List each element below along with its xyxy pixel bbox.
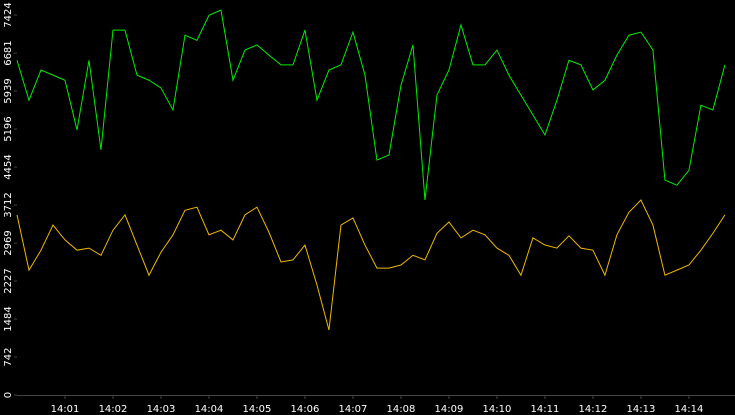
y-tick-label: 742 [3, 347, 14, 366]
y-tick-label: 5196 [3, 116, 14, 141]
x-tick-label: 14:10 [483, 404, 512, 415]
x-tick-label: 14:06 [291, 404, 320, 415]
x-tick-label: 14:09 [435, 404, 464, 415]
x-tick-label: 14:14 [675, 404, 704, 415]
series-line [16, 9, 726, 201]
x-tick-label: 14:11 [531, 404, 560, 415]
x-tick-label: 14:02 [99, 404, 128, 415]
y-tick-label: 5939 [3, 78, 14, 103]
x-tick-label: 14:05 [243, 404, 272, 415]
y-tick-label: 1484 [3, 306, 14, 331]
y-tick-label: 7424 [3, 2, 14, 27]
x-tick-label: 14:03 [147, 404, 176, 415]
x-tick-label: 14:01 [51, 404, 80, 415]
series-line [16, 199, 726, 331]
x-tick-label: 14:04 [195, 404, 224, 415]
x-tick-label: 14:12 [579, 404, 608, 415]
x-tick-label: 14:07 [339, 404, 368, 415]
y-tick-label: 3712 [3, 192, 14, 217]
y-tick-label: 6681 [3, 40, 14, 65]
y-tick-label: 4454 [3, 154, 14, 179]
y-tick-label: 0 [3, 392, 14, 398]
y-tick-label: 2969 [3, 230, 14, 255]
x-tick-label: 14:08 [387, 404, 416, 415]
x-tick-label: 14:13 [627, 404, 656, 415]
y-tick-label: 2227 [3, 268, 14, 293]
